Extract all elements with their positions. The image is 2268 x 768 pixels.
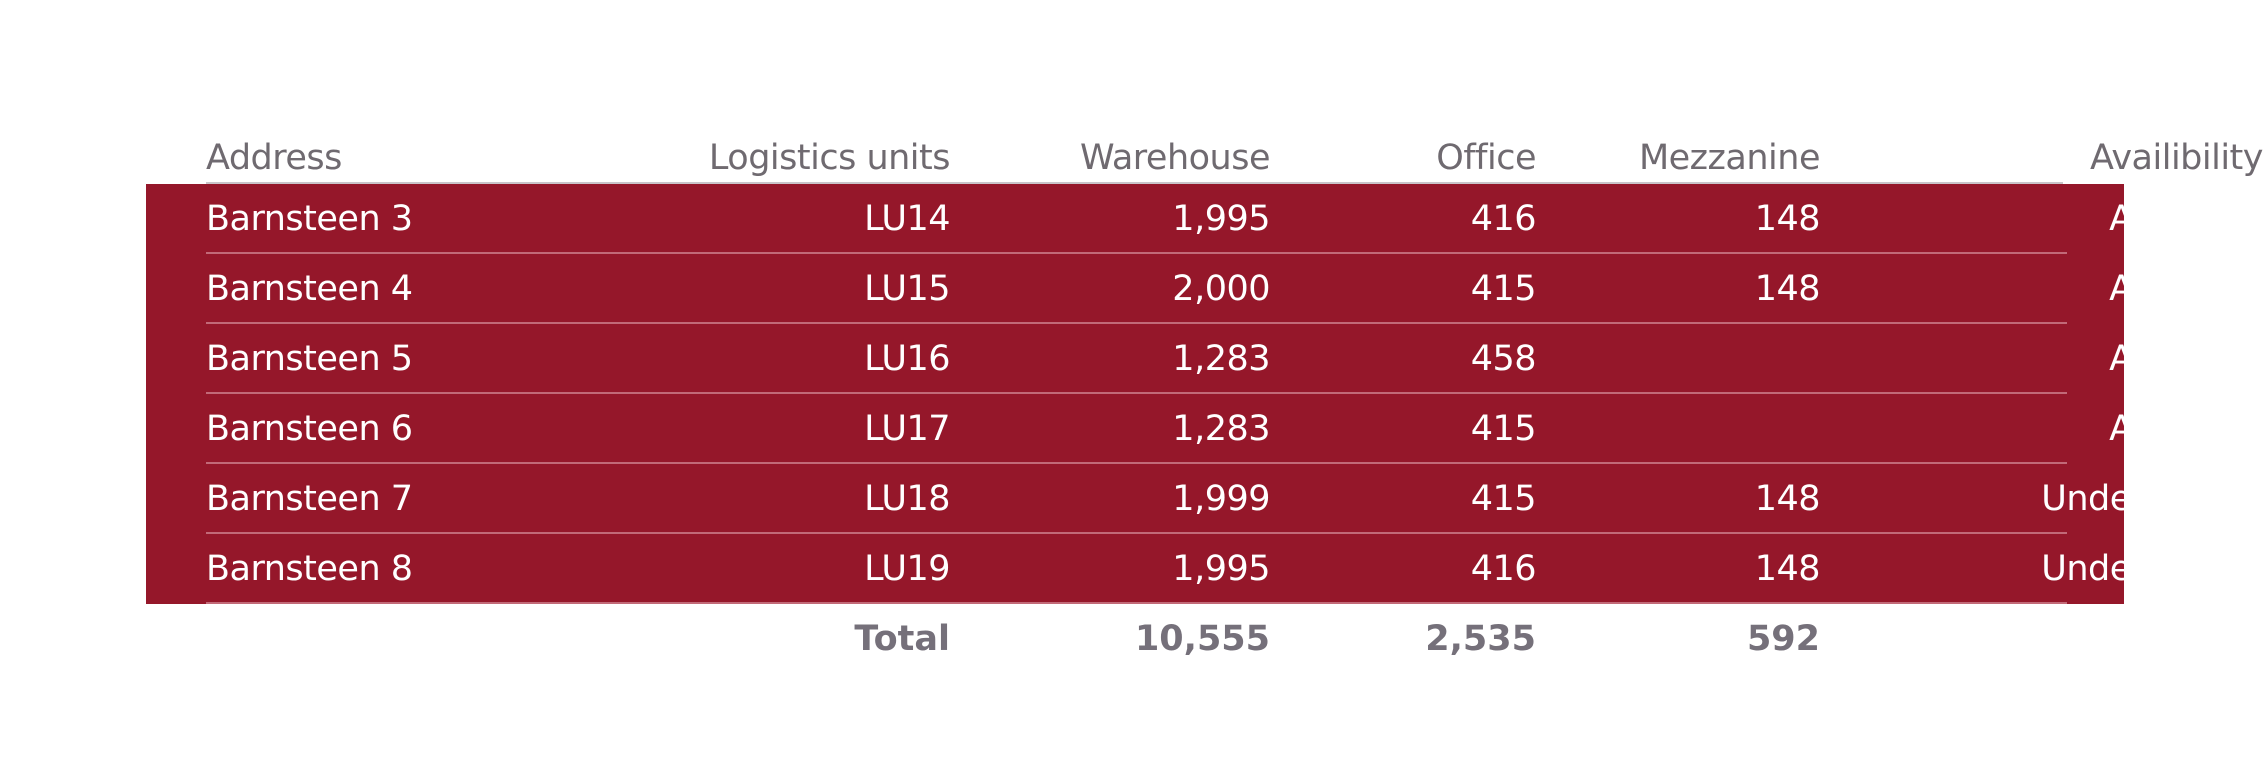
cell-office: 458 bbox=[1470, 339, 1537, 379]
row-divider bbox=[206, 392, 2067, 394]
table-row: Barnsteen 6 LU17 1,283 415 Available bbox=[206, 394, 2264, 464]
row-divider bbox=[206, 462, 2067, 464]
cell-mezzanine bbox=[1566, 324, 1820, 394]
cell-address: Barnsteen 6 bbox=[206, 409, 413, 449]
cell-availability: Available bbox=[2109, 409, 2263, 449]
table-row: Barnsteen 8 LU19 1,995 416 148 Under opt… bbox=[206, 534, 2264, 604]
header-divider bbox=[206, 182, 2063, 184]
cell-availability: Under option bbox=[2041, 549, 2263, 589]
total-label: Total bbox=[854, 619, 950, 659]
cell-office: 415 bbox=[1470, 409, 1537, 449]
cell-office: 416 bbox=[1470, 199, 1537, 239]
table-body-band bbox=[146, 184, 2124, 604]
cell-availability: Available bbox=[2109, 199, 2263, 239]
total-mezzanine: 592 bbox=[1746, 619, 1820, 659]
header-address: Address bbox=[206, 138, 342, 178]
total-office: 2,535 bbox=[1425, 619, 1536, 659]
cell-address: Barnsteen 5 bbox=[206, 339, 413, 379]
cell-mezzanine: 148 bbox=[1754, 269, 1821, 309]
cell-warehouse: 2,000 bbox=[1172, 269, 1270, 309]
cell-warehouse: 1,283 bbox=[1172, 339, 1270, 379]
table-total-row: Total 10,555 2,535 592 bbox=[206, 604, 2063, 674]
cell-address: Barnsteen 4 bbox=[206, 269, 413, 309]
cell-logistics-unit: LU16 bbox=[864, 339, 950, 379]
cell-office: 415 bbox=[1470, 269, 1537, 309]
header-availability: Availibility bbox=[2089, 138, 2264, 178]
table-row: Barnsteen 7 LU18 1,999 415 148 Under opt… bbox=[206, 464, 2264, 534]
cell-logistics-unit: LU17 bbox=[864, 409, 950, 449]
row-divider bbox=[206, 322, 2067, 324]
total-warehouse: 10,555 bbox=[1134, 619, 1270, 659]
cell-warehouse: 1,283 bbox=[1172, 409, 1270, 449]
header-warehouse: Warehouse bbox=[1079, 138, 1271, 178]
cell-mezzanine bbox=[1566, 394, 1820, 464]
cell-availability: Available bbox=[2109, 269, 2263, 309]
table-header-row: Address Logistics units Warehouse Office… bbox=[206, 123, 2264, 193]
cell-availability: Available bbox=[2109, 339, 2263, 379]
header-office: Office bbox=[1436, 138, 1536, 178]
cell-logistics-unit: LU15 bbox=[864, 269, 950, 309]
table-row: Barnsteen 3 LU14 1,995 416 148 Available bbox=[206, 184, 2264, 254]
cell-address: Barnsteen 8 bbox=[206, 549, 413, 589]
cell-mezzanine: 148 bbox=[1754, 199, 1821, 239]
table-row: Barnsteen 4 LU15 2,000 415 148 Available bbox=[206, 254, 2264, 324]
header-logistics-units: Logistics units bbox=[708, 138, 951, 178]
cell-address: Barnsteen 7 bbox=[206, 479, 413, 519]
cell-warehouse: 1,999 bbox=[1172, 479, 1270, 519]
row-divider bbox=[206, 602, 2067, 604]
cell-logistics-unit: LU14 bbox=[864, 199, 950, 239]
cell-logistics-unit: LU18 bbox=[864, 479, 950, 519]
cell-office: 416 bbox=[1470, 549, 1537, 589]
cell-address: Barnsteen 3 bbox=[206, 199, 413, 239]
cell-availability: Under option bbox=[2041, 479, 2263, 519]
header-mezzanine: Mezzanine bbox=[1638, 138, 1821, 178]
cell-warehouse: 1,995 bbox=[1172, 549, 1270, 589]
table-row: Barnsteen 5 LU16 1,283 458 Available bbox=[206, 324, 2264, 394]
cell-warehouse: 1,995 bbox=[1172, 199, 1270, 239]
cell-mezzanine: 148 bbox=[1754, 549, 1821, 589]
cell-office: 415 bbox=[1470, 479, 1537, 519]
row-divider bbox=[206, 252, 2067, 254]
cell-mezzanine: 148 bbox=[1754, 479, 1821, 519]
row-divider bbox=[206, 532, 2067, 534]
cell-logistics-unit: LU19 bbox=[864, 549, 950, 589]
